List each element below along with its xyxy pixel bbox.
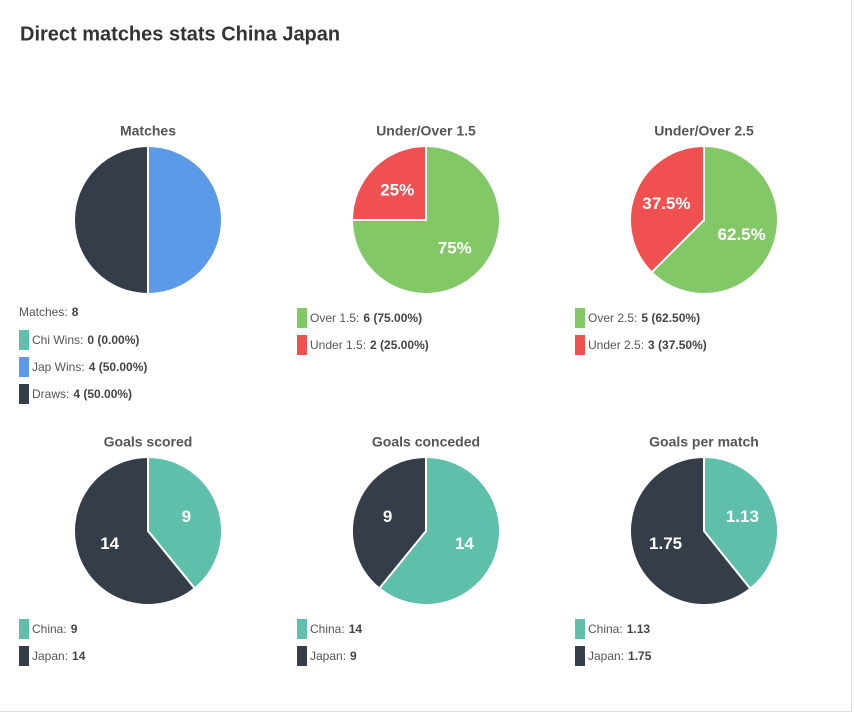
legend-value: 9 [350,649,357,663]
legend-label: Over 2.5: [588,311,637,325]
legend-value: 6 (75.00%) [363,311,422,325]
legend-label: Japan: [310,649,346,663]
legend-item: China: 14 [310,622,362,636]
pie-title: Goals per match [649,434,759,450]
pie-slice [650,144,779,295]
legend-label: Jap Wins: [32,360,85,374]
legend-item: Japan: 14 [32,649,86,663]
legend-label: Over 1.5: [310,311,359,325]
legend-value: 9 [71,622,78,636]
pie-title: Matches [120,123,176,139]
legend-swatch [297,619,307,639]
legend-swatch [19,384,29,404]
legend-value: 0 (0.00%) [87,333,139,347]
legend-swatch [575,646,585,666]
legend-value: 5 (62.50%) [641,311,700,325]
legend-swatch [575,308,585,328]
slice-label: 1.75 [649,534,682,553]
legend-item: Over 2.5: 5 (62.50%) [588,311,700,325]
legend-value: 2 (25.00%) [370,338,429,352]
legend-label: China: [588,622,623,636]
total-value: 8 [72,305,79,319]
legend-swatch [19,330,29,350]
slice-label: 14 [100,534,119,553]
slice-label: 75% [438,238,472,257]
pie-slice [73,455,197,606]
legend-swatch [297,308,307,328]
slice-label: 9 [182,507,191,526]
legend-swatch [297,335,307,355]
slice-label: 14 [455,534,474,553]
legend-item: China: 1.13 [588,622,650,636]
legend-label: Draws: [32,387,69,401]
legend-label: China: [32,622,67,636]
legend-item: Under 2.5: 3 (37.50%) [588,338,707,352]
legend-swatch [19,619,29,639]
legend-label: Under 2.5: [588,338,644,352]
slice-label: 25% [380,181,414,200]
pie-title: Goals scored [104,434,193,450]
legend-label: Chi Wins: [32,333,83,347]
pie-slice [147,455,223,590]
slice-label: 37.5% [642,194,690,213]
legend-item: China: 9 [32,622,78,636]
legend-swatch [19,357,29,377]
legend-swatch [575,619,585,639]
legend-item: Chi Wins: 0 (0.00%) [32,333,139,347]
legend-item: Japan: 9 [310,649,357,663]
legend-item: Jap Wins: 4 (50.00%) [32,360,147,374]
legend-total: Matches: 8 [19,305,79,319]
slice-label: 1.13 [726,507,759,526]
pie-slice [629,455,752,606]
legend-value: 1.13 [627,622,651,636]
legend-swatch [575,335,585,355]
legend-swatch [297,646,307,666]
legend-value: 3 (37.50%) [648,338,707,352]
legend-label: China: [310,622,345,636]
pie-title: Goals conceded [372,434,480,450]
page-title: Direct matches stats China Japan [20,23,340,45]
pie-slice [703,455,779,591]
legend-value: 14 [72,649,86,663]
pie-slice [377,455,501,606]
pie-title: Under/Over 2.5 [654,123,754,139]
legend-swatch [19,646,29,666]
pie-slice [73,144,149,296]
legend-value: 14 [349,622,363,636]
legend-item: Over 1.5: 6 (75.00%) [310,311,422,325]
slice-label: 62.5% [718,225,766,244]
legend-label: Japan: [588,649,624,663]
legend-value: 1.75 [628,649,652,663]
pie-slice [350,144,427,221]
legend-value: 4 (50.00%) [89,360,148,374]
legend-item: Draws: 4 (50.00%) [32,387,132,401]
legend-value: 4 (50.00%) [73,387,132,401]
legend-label: Under 1.5: [310,338,366,352]
pie-slice [629,144,705,274]
legend-item: Japan: 1.75 [588,649,652,663]
pie-title: Under/Over 1.5 [376,123,476,139]
pie-slice [350,144,501,295]
pie-slice [147,144,223,296]
legend-item: Under 1.5: 2 (25.00%) [310,338,429,352]
legend-label: Japan: [32,649,68,663]
total-label: Matches: [19,305,68,319]
pie-slice [351,455,427,590]
slice-label: 9 [383,507,392,526]
